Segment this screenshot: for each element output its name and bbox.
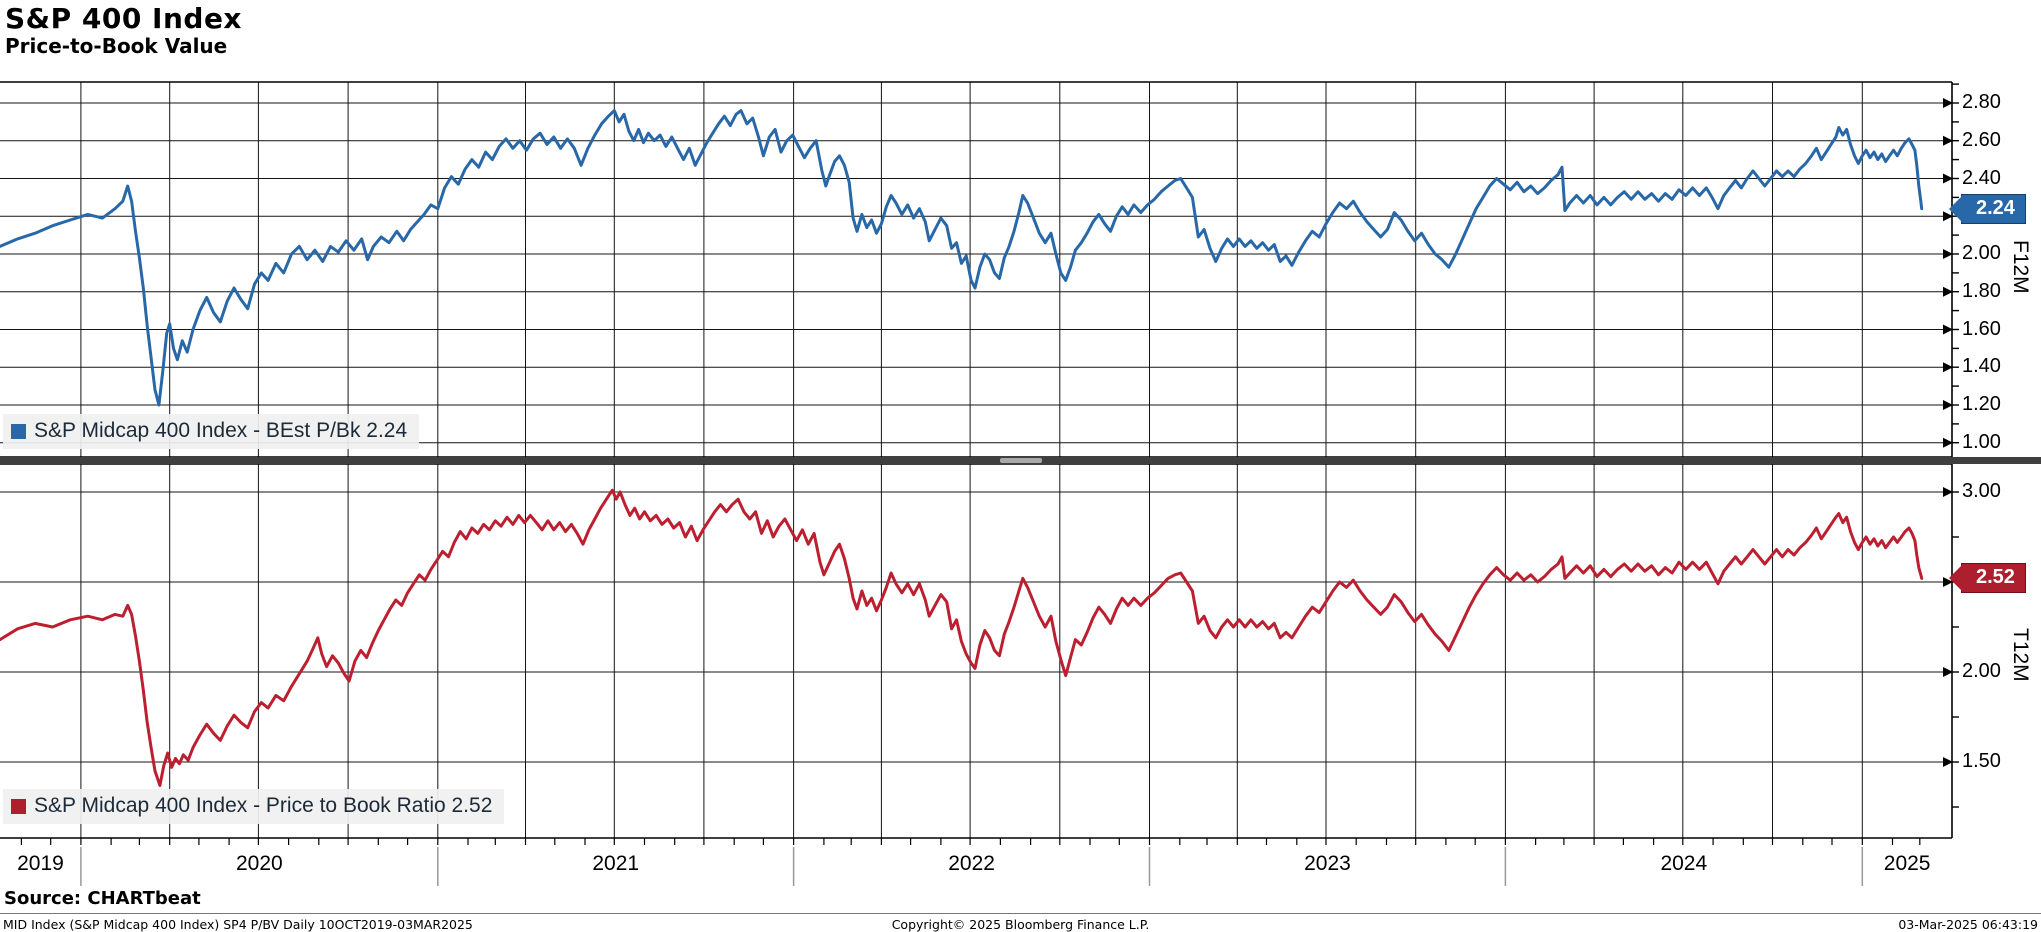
legend-price-to-book[interactable]: S&P Midcap 400 Index - Price to Book Rat… (3, 789, 505, 824)
series-line-best-pb (0, 109, 1924, 407)
page-subtitle: Price-to-Book Value (5, 34, 228, 58)
footer-security-line: MID Index (S&P Midcap 400 Index) SP4 P/B… (3, 917, 473, 932)
last-price-badge-top: 2.24 (1949, 193, 2026, 224)
footer-copyright: Copyright© 2025 Bloomberg Finance L.P. (891, 917, 1150, 932)
x-axis-year-label: 2023 (1304, 852, 1351, 875)
source-note: Source: CHARTbeat (4, 888, 201, 909)
bloomberg-footer: MID Index (S&P Midcap 400 Index) SP4 P/B… (0, 913, 2041, 932)
page-title: S&P 400 Index (5, 2, 242, 35)
y-tick-label: 2.00 (1962, 660, 2001, 682)
x-axis-ticks (20, 838, 1921, 845)
legend-best-pb[interactable]: S&P Midcap 400 Index - BEst P/Bk 2.24 (3, 414, 420, 449)
divider-drag-handle (1000, 458, 1042, 463)
x-axis-year-label: 2021 (592, 852, 640, 875)
y-tick-label: 2.80 (1962, 91, 2001, 113)
x-axis-year-label: 2025 (1883, 852, 1931, 875)
last-price-badge-bottom: 2.52 (1949, 563, 2026, 594)
y-tick-label: 2.40 (1962, 166, 2001, 189)
x-axis-year-label: 2020 (235, 852, 283, 875)
y-tick-label: 1.50 (1962, 750, 2001, 772)
y-tick-label: 3.00 (1962, 480, 2001, 502)
legend-swatch-blue-icon (11, 423, 26, 439)
axis-title-f12m: F12M (2009, 240, 2032, 294)
axis-title-t12m: T12M (2009, 628, 2032, 682)
legend-label: S&P Midcap 400 Index - Price to Book Rat… (34, 794, 493, 817)
y-tick-label: 1.40 (1962, 355, 2001, 378)
y-tick-label: 1.20 (1962, 393, 2001, 415)
y-tick-label: 1.00 (1962, 430, 2001, 453)
legend-label: S&P Midcap 400 Index - BEst P/Bk 2.24 (34, 419, 408, 442)
x-axis-year-label: 2019 (17, 852, 64, 875)
gridlines (0, 82, 1946, 838)
series-line-price-to-book (0, 488, 1924, 787)
y-tick-label: 2.00 (1962, 242, 2001, 264)
y-tick-label: 2.60 (1962, 128, 2001, 151)
y-tick-label: 1.80 (1962, 279, 2001, 302)
x-axis-year-label: 2024 (1660, 852, 1708, 875)
x-axis-year-label: 2022 (948, 852, 995, 875)
footer-timestamp: 03-Mar-2025 06:43:19 (1898, 917, 2038, 932)
legend-swatch-red-icon (11, 798, 26, 814)
y-tick-label: 1.60 (1962, 317, 2001, 340)
